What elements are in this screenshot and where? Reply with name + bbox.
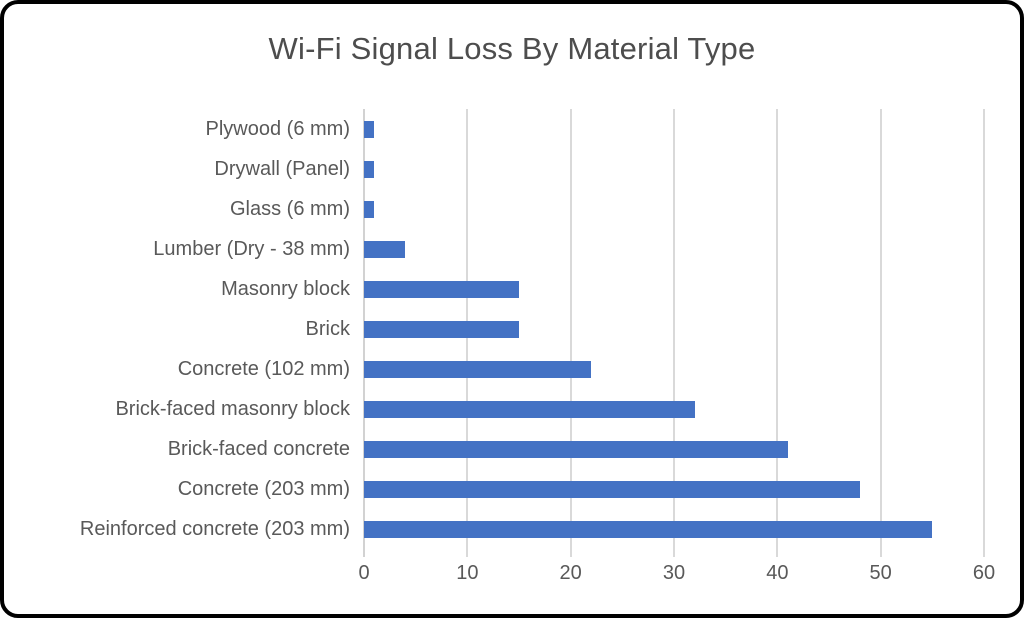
category-label: Lumber (Dry - 38 mm): [153, 238, 350, 260]
gridline: [569, 109, 572, 557]
bar: [364, 520, 933, 538]
x-tick-label: 30: [662, 562, 686, 584]
category-label: Plywood (6 mm): [205, 118, 350, 140]
bar: [364, 240, 406, 258]
x-tick-label: 40: [766, 562, 789, 584]
x-tick-label: 20: [559, 562, 582, 584]
bar: [364, 360, 592, 378]
gridline: [776, 109, 779, 557]
category-label: Concrete (203 mm): [177, 478, 350, 500]
category-label: Masonry block: [221, 278, 350, 300]
bar: [364, 400, 695, 418]
category-label: Concrete (102 mm): [177, 358, 350, 380]
category-label: Glass (6 mm): [230, 198, 350, 220]
gridline: [983, 109, 985, 557]
plot-area: [363, 109, 985, 557]
chart-title: Wi-Fi Signal Loss By Material Type: [268, 31, 756, 66]
category-label: Brick: [305, 318, 350, 340]
bar: [364, 320, 519, 338]
bar: [364, 440, 788, 458]
x-tick-label: 10: [456, 562, 479, 584]
bar: [364, 160, 375, 178]
x-tick-label: 60: [972, 562, 996, 584]
bar: [364, 200, 375, 218]
bar: [364, 480, 860, 498]
category-label: Brick-faced concrete: [167, 438, 350, 460]
gridline: [673, 109, 675, 557]
gridline: [879, 109, 882, 557]
category-label: Drywall (Panel): [214, 158, 350, 180]
bar: [364, 120, 375, 138]
x-tick-label: 50: [869, 562, 892, 584]
x-tick-label: 0: [358, 562, 370, 584]
category-label: Reinforced concrete (203 mm): [79, 518, 350, 540]
bar: [364, 280, 519, 298]
category-label: Brick-faced masonry block: [115, 398, 350, 420]
